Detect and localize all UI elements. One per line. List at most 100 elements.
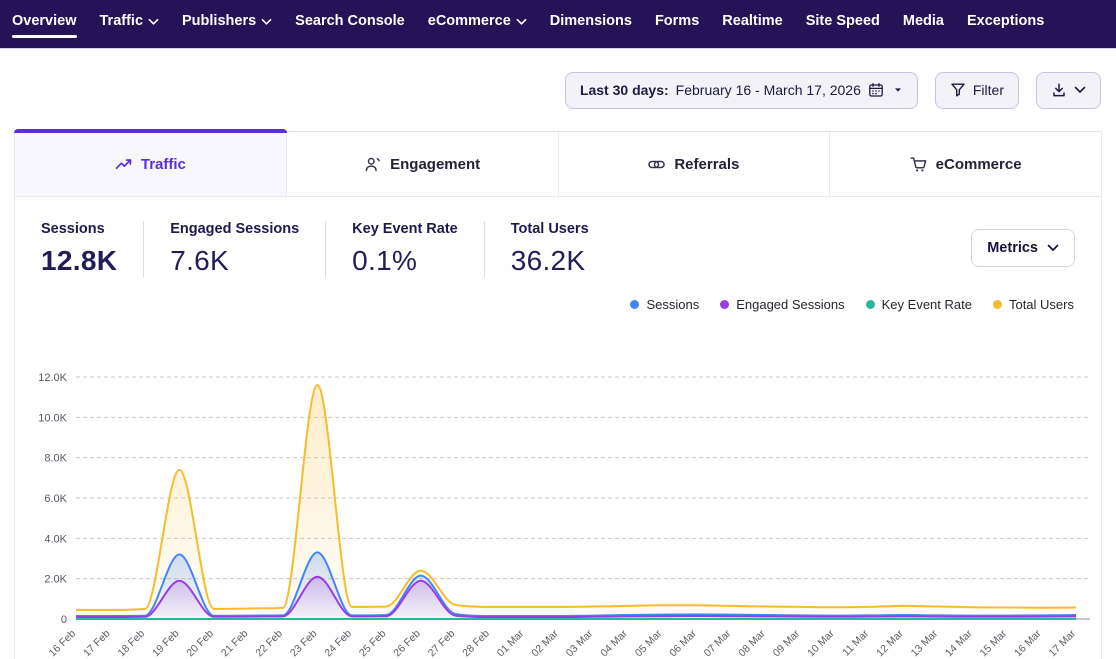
metrics-row: Sessions12.8K Engaged Sessions 7.6K Key Eve… xyxy=(15,197,1101,291)
nav-item-exceptions[interactable]: Exceptions xyxy=(967,0,1044,38)
trending-up-icon xyxy=(115,156,132,173)
nav-active-underline xyxy=(903,35,944,38)
x-axis-tick-label: 11 Mar xyxy=(840,627,871,658)
x-axis-tick-label: 21 Feb xyxy=(219,628,251,659)
x-axis-tick-label: 04 Mar xyxy=(598,627,630,659)
tab-referrals[interactable]: Referrals xyxy=(559,132,831,196)
nav-active-underline xyxy=(295,35,405,38)
tab-label: Referrals xyxy=(674,156,739,173)
metric-value: 12.8K xyxy=(41,245,117,277)
cart-icon xyxy=(910,156,927,173)
legend-dot xyxy=(866,300,875,309)
metric-label: Engaged Sessions xyxy=(170,221,299,237)
tab-label: eCommerce xyxy=(936,156,1022,173)
nav-item-label: Media xyxy=(903,13,944,29)
nav-active-underline xyxy=(806,35,880,38)
nav-item-label: Forms xyxy=(655,13,699,29)
legend-label: Engaged Sessions xyxy=(736,297,844,312)
y-axis-tick-label: 2.0K xyxy=(44,574,67,586)
nav-item-ecommerce[interactable]: eCommerce xyxy=(428,0,527,38)
x-axis-tick-label: 18 Feb xyxy=(115,628,147,659)
top-navigation: Overview Traffic Publishers Search Console e… xyxy=(0,0,1116,49)
date-range-label: Last 30 days: xyxy=(580,82,669,98)
report-tabs: Traffic Engagement Referrals eCommerce xyxy=(15,132,1101,197)
traffic-chart: 02.0K4.0K6.0K8.0K10.0K12.0K16 Feb17 Feb1… xyxy=(15,349,1101,659)
nav-item-dimensions[interactable]: Dimensions xyxy=(550,0,632,38)
x-axis-tick-label: 08 Mar xyxy=(736,627,768,659)
y-axis-tick-label: 10.0K xyxy=(38,412,67,424)
metric-value: 7.6K xyxy=(170,245,299,277)
nav-item-media[interactable]: Media xyxy=(903,0,944,38)
nav-active-underline xyxy=(550,35,632,38)
link-icon xyxy=(648,156,665,173)
nav-item-traffic[interactable]: Traffic xyxy=(100,0,160,38)
series-area-total-users xyxy=(76,385,1076,619)
x-axis-tick-label: 17 Feb xyxy=(81,628,113,659)
legend-item-key-event-rate[interactable]: Key Event Rate xyxy=(866,297,972,312)
x-axis-tick-label: 24 Feb xyxy=(322,628,354,659)
nav-active-underline xyxy=(428,35,527,38)
nav-item-search-console[interactable]: Search Console xyxy=(295,0,405,38)
nav-item-label: Exceptions xyxy=(967,13,1044,29)
legend-item-engaged-sessions[interactable]: Engaged Sessions xyxy=(720,297,844,312)
chevron-down-icon xyxy=(148,18,159,26)
nav-active-underline xyxy=(182,35,272,38)
export-button[interactable] xyxy=(1036,72,1101,109)
nav-item-publishers[interactable]: Publishers xyxy=(182,0,272,38)
x-axis-tick-label: 27 Feb xyxy=(426,628,458,659)
x-axis-tick-label: 15 Mar xyxy=(978,627,1010,659)
download-icon xyxy=(1051,82,1067,98)
metrics-dropdown-label: Metrics xyxy=(987,240,1038,256)
x-axis-tick-label: 13 Mar xyxy=(909,627,941,659)
nav-item-label: Publishers xyxy=(182,13,256,29)
y-axis-tick-label: 6.0K xyxy=(44,493,67,505)
chevron-down-icon xyxy=(261,18,272,26)
metric-total-users[interactable]: Total Users36.2K xyxy=(511,221,615,277)
legend-label: Key Event Rate xyxy=(882,297,972,312)
funnel-icon xyxy=(950,82,966,98)
legend-item-total-users[interactable]: Total Users xyxy=(993,297,1074,312)
metrics-dropdown-button[interactable]: Metrics xyxy=(971,229,1075,267)
filter-button-label: Filter xyxy=(973,82,1004,98)
metric-label: Key Event Rate xyxy=(352,221,458,237)
legend-item-sessions[interactable]: Sessions xyxy=(630,297,699,312)
tab-ecommerce[interactable]: eCommerce xyxy=(830,132,1101,196)
nav-item-forms[interactable]: Forms xyxy=(655,0,699,38)
nav-item-label: Realtime xyxy=(722,13,782,29)
metric-engaged-sessions[interactable]: Engaged Sessions 7.6K xyxy=(170,221,326,277)
y-axis-tick-label: 4.0K xyxy=(44,533,67,545)
nav-item-label: eCommerce xyxy=(428,13,511,29)
x-axis-tick-label: 01 Mar xyxy=(495,627,527,659)
nav-active-underline xyxy=(12,35,77,38)
metric-value: 0.1% xyxy=(352,245,458,277)
traffic-area-chart: 02.0K4.0K6.0K8.0K10.0K12.0K16 Feb17 Feb1… xyxy=(15,349,1101,659)
nav-item-overview[interactable]: Overview xyxy=(12,0,77,38)
date-range-button[interactable]: Last 30 days: February 16 - March 17, 20… xyxy=(565,72,918,109)
x-axis-tick-label: 14 Mar xyxy=(943,627,975,659)
x-axis-tick-label: 26 Feb xyxy=(391,628,423,659)
nav-active-underline xyxy=(100,35,160,38)
x-axis-tick-label: 09 Mar xyxy=(771,627,803,659)
x-axis-tick-label: 06 Mar xyxy=(667,627,699,659)
x-axis-tick-label: 22 Feb xyxy=(253,628,285,659)
nav-item-site-speed[interactable]: Site Speed xyxy=(806,0,880,38)
metric-sessions[interactable]: Sessions12.8K xyxy=(41,221,144,277)
nav-item-label: Site Speed xyxy=(806,13,880,29)
tab-traffic[interactable]: Traffic xyxy=(15,132,287,196)
nav-active-underline xyxy=(722,35,782,38)
legend-label: Total Users xyxy=(1009,297,1074,312)
calendar-icon xyxy=(868,82,884,98)
tab-label: Engagement xyxy=(390,156,480,173)
metric-value: 36.2K xyxy=(511,245,589,277)
x-axis-tick-label: 10 Mar xyxy=(805,627,837,659)
x-axis-tick-label: 28 Feb xyxy=(460,628,492,659)
x-axis-tick-label: 03 Mar xyxy=(564,627,596,659)
filter-button[interactable]: Filter xyxy=(935,72,1019,109)
x-axis-tick-label: 05 Mar xyxy=(633,627,665,659)
metric-key-event-rate[interactable]: Key Event Rate 0.1% xyxy=(352,221,485,277)
chart-legend: Sessions Engaged Sessions Key Event Rate To… xyxy=(15,291,1101,314)
tab-engagement[interactable]: Engagement xyxy=(287,132,559,196)
y-axis-tick-label: 0 xyxy=(61,614,67,626)
chevron-down-icon xyxy=(516,18,527,26)
nav-item-realtime[interactable]: Realtime xyxy=(722,0,782,38)
